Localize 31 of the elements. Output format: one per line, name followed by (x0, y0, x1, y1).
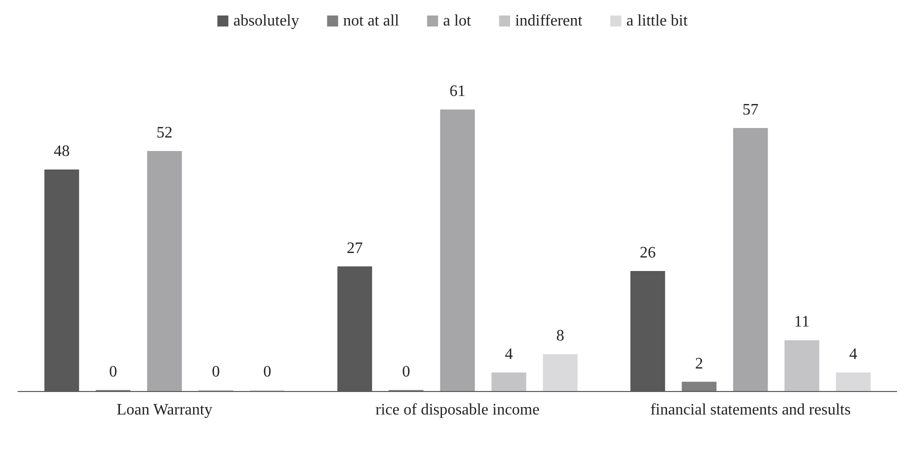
data-label: 2 (695, 355, 704, 372)
data-label: 0 (109, 364, 118, 380)
bar (836, 372, 871, 391)
bar (147, 151, 182, 391)
x-tick-label: rice of disposable income (376, 402, 540, 418)
data-label: 52 (156, 124, 172, 142)
data-label: 57 (742, 101, 758, 118)
legend-label: not at all (343, 12, 400, 30)
data-label: 0 (212, 364, 220, 380)
bar (440, 110, 475, 391)
x-tick-label: Loan Warranty (116, 402, 212, 418)
data-label: 0 (402, 364, 410, 380)
data-label: 4 (504, 346, 513, 364)
data-label: 8 (556, 328, 564, 345)
data-label: 4 (849, 346, 858, 364)
bar (733, 128, 768, 391)
bar (542, 354, 578, 391)
legend-label: a lot (443, 12, 472, 30)
bar (492, 372, 526, 391)
x-tick-label: financial statements and results (650, 402, 851, 418)
data-label: 0 (263, 364, 272, 380)
legend-label: a little bit (626, 12, 688, 30)
bar (682, 382, 716, 391)
data-label: 26 (640, 244, 656, 262)
bar (784, 340, 820, 391)
legend-label: absolutely (233, 12, 300, 30)
legend-label: indifferent (515, 12, 583, 30)
data-label: 27 (346, 240, 363, 257)
data-label: 61 (450, 83, 466, 100)
data-label: 11 (794, 314, 810, 331)
data-label: 48 (54, 143, 70, 160)
